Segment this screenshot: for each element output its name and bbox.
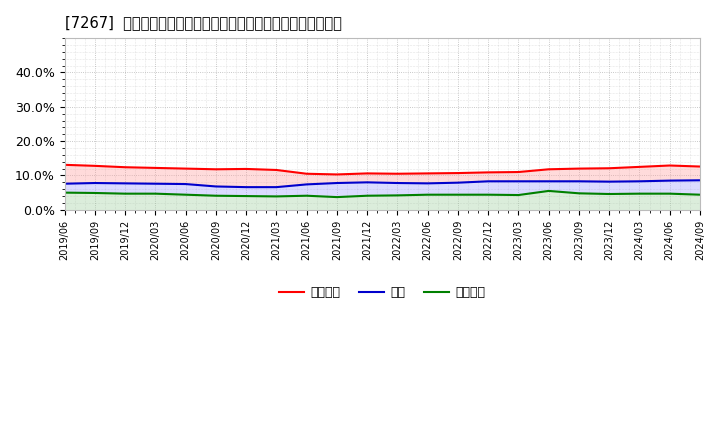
在庫 — [333, 180, 341, 186]
在庫 — [91, 180, 99, 186]
買入債務 — [91, 191, 99, 196]
在庫 — [696, 178, 704, 183]
在庫 — [665, 178, 674, 183]
買入債務 — [454, 192, 462, 197]
買入債務 — [423, 192, 432, 197]
在庫 — [242, 184, 251, 190]
売上債権 — [181, 166, 190, 171]
売上債権 — [665, 163, 674, 168]
売上債権 — [91, 163, 99, 169]
買入債務 — [333, 194, 341, 200]
売上債権 — [333, 172, 341, 177]
在庫 — [121, 181, 130, 186]
買入債務 — [363, 193, 372, 198]
買入債務 — [575, 191, 583, 196]
在庫 — [575, 179, 583, 184]
買入債務 — [605, 191, 613, 197]
買入債務 — [212, 193, 220, 198]
買入債務 — [181, 192, 190, 197]
在庫 — [60, 181, 69, 187]
売上債権 — [423, 171, 432, 176]
在庫 — [605, 179, 613, 184]
売上債権 — [121, 165, 130, 170]
売上債権 — [272, 167, 281, 172]
在庫 — [272, 184, 281, 190]
買入債務 — [121, 191, 130, 196]
Line: 買入債務: 買入債務 — [65, 191, 700, 197]
買入債務 — [393, 193, 402, 198]
買入債務 — [635, 191, 644, 196]
売上債権 — [302, 171, 311, 176]
買入債務 — [514, 192, 523, 198]
在庫 — [423, 181, 432, 186]
売上債権 — [393, 171, 402, 176]
Legend: 売上債権, 在庫, 買入債務: 売上債権, 在庫, 買入債務 — [274, 281, 490, 304]
売上債権 — [242, 166, 251, 172]
在庫 — [302, 182, 311, 187]
在庫 — [151, 181, 160, 187]
売上債権 — [575, 166, 583, 171]
売上債権 — [544, 167, 553, 172]
Text: [7267]  売上債権、在庫、買入債務の総資産に対する比率の推移: [7267] 売上債権、在庫、買入債務の総資産に対する比率の推移 — [65, 15, 341, 30]
売上債権 — [454, 170, 462, 176]
売上債権 — [363, 171, 372, 176]
売上債権 — [484, 170, 492, 175]
売上債権 — [696, 164, 704, 169]
在庫 — [514, 179, 523, 184]
在庫 — [544, 179, 553, 184]
売上債権 — [212, 167, 220, 172]
買入債務 — [151, 191, 160, 196]
在庫 — [393, 180, 402, 186]
在庫 — [635, 179, 644, 184]
売上債権 — [60, 162, 69, 168]
買入債務 — [302, 193, 311, 198]
買入債務 — [696, 192, 704, 197]
買入債務 — [272, 194, 281, 199]
在庫 — [484, 179, 492, 184]
買入債務 — [544, 188, 553, 194]
買入債務 — [665, 191, 674, 196]
在庫 — [212, 184, 220, 189]
売上債権 — [514, 169, 523, 175]
売上債権 — [605, 165, 613, 171]
売上債権 — [151, 165, 160, 171]
売上債権 — [635, 164, 644, 169]
在庫 — [181, 181, 190, 187]
買入債務 — [60, 190, 69, 195]
買入債務 — [242, 194, 251, 199]
在庫 — [454, 180, 462, 185]
Line: 在庫: 在庫 — [65, 180, 700, 187]
在庫 — [363, 180, 372, 185]
買入債務 — [484, 192, 492, 197]
Line: 売上債権: 売上債権 — [65, 165, 700, 174]
